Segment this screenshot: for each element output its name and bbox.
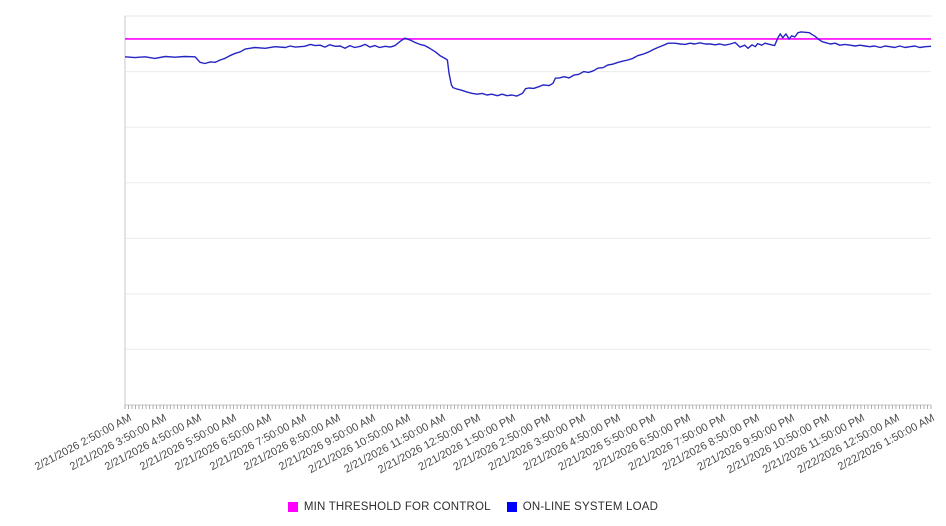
legend: MIN THRESHOLD FOR CONTROL ON-LINE SYSTEM…	[0, 497, 946, 517]
series-swatch-icon	[506, 502, 517, 512]
series-line-online-system-load	[124, 31, 932, 97]
legend-label-min-threshold: MIN THRESHOLD FOR CONTROL	[303, 501, 491, 513]
legend-item-online-system-load[interactable]: ON-LINE SYSTEM LOAD	[506, 501, 659, 513]
legend-label-online-system-load: ON-LINE SYSTEM LOAD	[522, 501, 659, 513]
threshold-swatch-icon	[287, 502, 298, 512]
legend-item-min-threshold[interactable]: MIN THRESHOLD FOR CONTROL	[287, 501, 491, 513]
line-chart-plot	[124, 15, 932, 409]
